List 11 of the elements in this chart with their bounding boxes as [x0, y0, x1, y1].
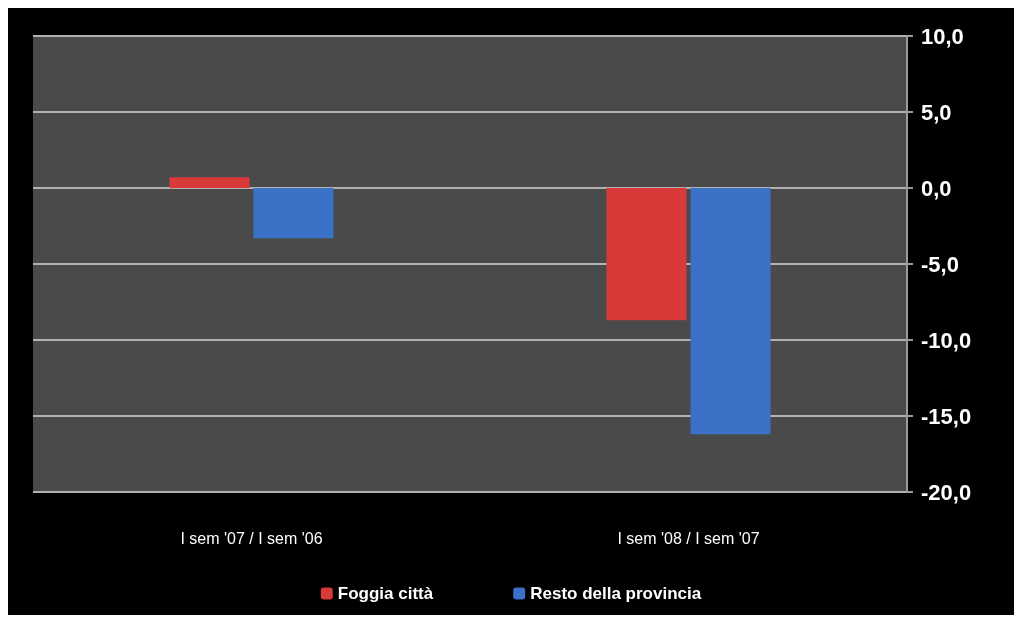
legend-label: Foggia città — [337, 584, 434, 603]
y-tick-label: -10,0 — [921, 327, 972, 353]
y-tick-label: -15,0 — [921, 403, 972, 429]
y-tick-label: 5,0 — [921, 99, 952, 125]
x-tick-label: I sem '07 / I sem '06 — [180, 529, 323, 547]
x-tick-label: I sem '08 / I sem '07 — [617, 529, 760, 547]
legend-label: Resto della provincia — [530, 584, 702, 603]
y-tick-label: -20,0 — [921, 479, 972, 505]
y-tick-label: 10,0 — [921, 23, 964, 49]
y-tick-label: 0,0 — [921, 175, 952, 201]
y-tick-label: -5,0 — [921, 251, 959, 277]
